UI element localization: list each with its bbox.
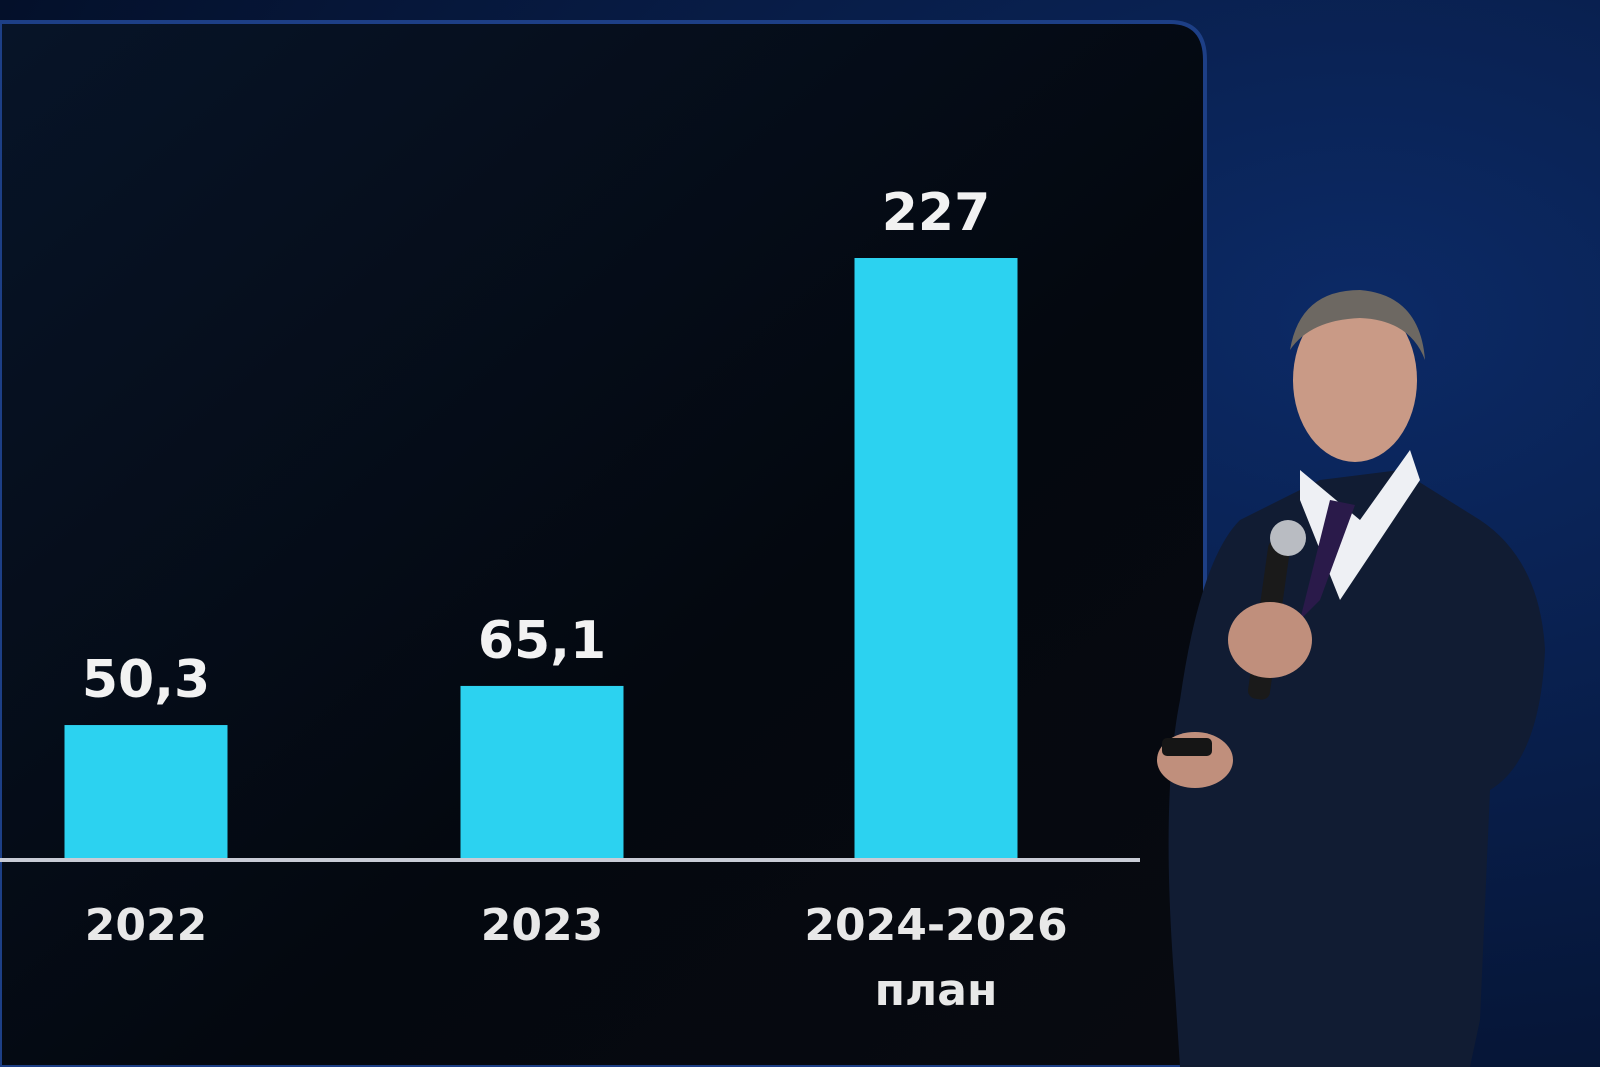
value-label: 65,1 [478, 611, 606, 671]
x-tick-label: 2024-2026 [804, 900, 1067, 951]
x-tick-sublabel: план [875, 965, 998, 1016]
x-tick-label: 2023 [481, 900, 603, 951]
bar-chart: 50,3 2022 65,1 2023 227 2024-2026 план [64, 183, 1068, 1016]
value-label: 50,3 [82, 650, 210, 710]
presenter [1157, 290, 1545, 1067]
bar [460, 685, 624, 858]
bar [64, 725, 228, 858]
bar [854, 258, 1018, 858]
value-label: 227 [882, 183, 991, 243]
x-tick-label: 2022 [85, 900, 207, 951]
